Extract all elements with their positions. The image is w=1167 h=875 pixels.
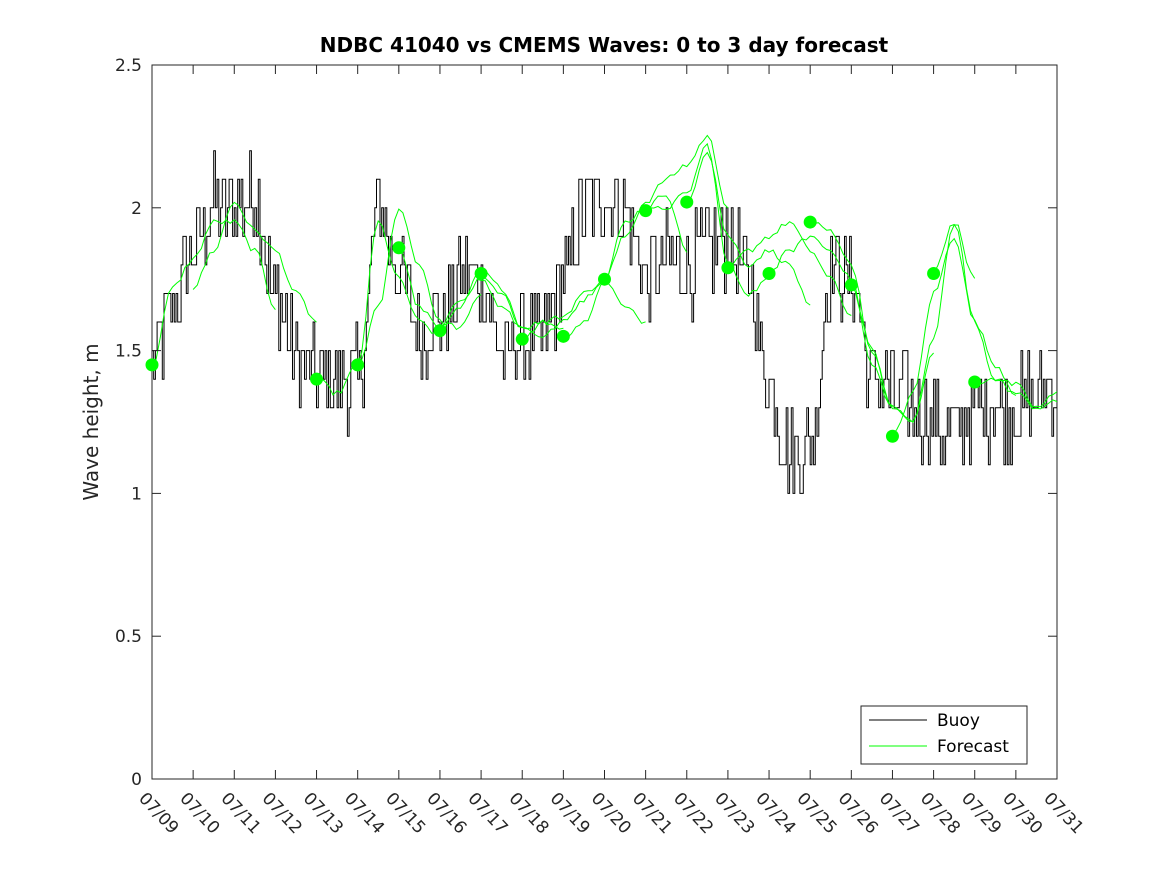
forecast-line — [316, 219, 441, 396]
forecast-line — [563, 195, 688, 339]
forecast-point — [556, 329, 570, 343]
buoy-series — [152, 150, 1057, 494]
forecast-series — [152, 134, 1057, 435]
forecast-line — [974, 377, 1057, 410]
forecast-line — [480, 272, 605, 339]
forecast-line — [727, 221, 852, 316]
forecast-line — [892, 237, 1017, 435]
forecast-point — [145, 358, 159, 372]
forecast-point — [885, 429, 899, 443]
forecast-point — [598, 272, 611, 286]
forecast-point — [844, 278, 858, 292]
forecast-point — [680, 195, 694, 209]
forecast-point — [474, 266, 488, 280]
forecast-line — [192, 201, 317, 323]
analysis-points — [145, 195, 982, 443]
legend-buoy-label: Buoy — [937, 711, 980, 731]
forecast-point — [927, 266, 941, 280]
y-tick-label: 2 — [131, 199, 142, 219]
forecast-point — [968, 375, 982, 389]
y-tick-label: 1.5 — [115, 342, 142, 362]
y-axis-label: Wave height, m — [79, 343, 103, 500]
forecast-point — [310, 372, 324, 386]
forecast-line — [521, 276, 646, 343]
forecast-point — [721, 261, 735, 275]
forecast-point — [392, 241, 406, 255]
forecast-line — [686, 151, 811, 306]
forecast-line — [604, 134, 729, 280]
y-tick-label: 0.5 — [115, 627, 142, 647]
plot-area — [151, 64, 1058, 780]
forecast-line — [768, 235, 893, 408]
forecast-point — [433, 324, 447, 338]
legend-box — [860, 705, 1028, 765]
forecast-point — [639, 204, 653, 218]
forecast-point — [762, 266, 776, 280]
forecast-point — [351, 358, 365, 372]
buoy-line — [152, 150, 1057, 494]
forecast-line — [645, 142, 770, 297]
forecast-point — [515, 332, 529, 346]
legend: Buoy Forecast — [860, 705, 1028, 765]
legend-forecast-label: Forecast — [937, 737, 1009, 757]
y-tick-label: 1 — [131, 484, 142, 504]
forecast-line — [357, 208, 482, 366]
forecast-point — [803, 215, 817, 229]
chart-title: NDBC 41040 vs CMEMS Waves: 0 to 3 day fo… — [320, 33, 889, 57]
forecast-line — [398, 248, 523, 329]
y-tick-label: 2.5 — [115, 56, 142, 76]
forecast-line — [152, 219, 276, 367]
y-tick-label: 0 — [131, 770, 142, 790]
y-axis: 0 0.5 1 1.5 2 2.5 — [115, 56, 1057, 790]
